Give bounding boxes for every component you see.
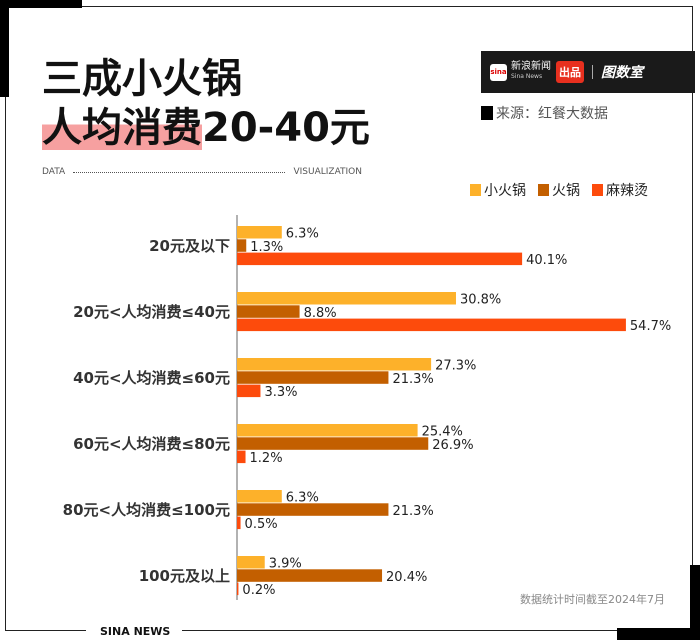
corner-decoration: [0, 0, 9, 97]
corner-decoration: [617, 628, 700, 640]
category-label: 40元<人均消费≤60元: [73, 369, 230, 387]
bar: [237, 384, 261, 398]
bar: [237, 318, 626, 332]
corner-decoration: [0, 0, 82, 8]
legend-swatch: [592, 184, 603, 196]
partner-logo: 图数室: [601, 65, 643, 81]
brand-name-en: Sina News: [511, 73, 543, 80]
corner-decoration: [690, 565, 700, 640]
subline: DATA VISUALIZATION: [42, 167, 362, 177]
badge: 出品: [556, 61, 584, 83]
source-text: 来源：红餐大数据: [496, 106, 608, 122]
category-label: 20元及以下: [149, 237, 230, 255]
data-label: 3.9%: [269, 557, 302, 572]
data-label: 27.3%: [435, 359, 476, 374]
legend-item: 火锅: [538, 180, 580, 200]
bar: [237, 371, 389, 384]
title-line2: 人均消费20-40元: [42, 104, 370, 152]
frame: [5, 6, 693, 631]
bar: [237, 569, 383, 582]
category-label: 100元及以上: [139, 567, 230, 585]
bar: [237, 490, 282, 503]
legend-item: 麻辣烫: [592, 180, 648, 200]
bar: [237, 450, 246, 464]
brand-name: 新浪新闻 Sina News: [511, 62, 551, 82]
legend-label: 小火锅: [484, 183, 526, 199]
data-label: 30.8%: [460, 293, 501, 308]
data-label: 0.2%: [242, 583, 275, 598]
bar: [237, 226, 282, 239]
data-label: 6.3%: [286, 227, 319, 242]
bar: [237, 292, 456, 305]
legend-item: 小火锅: [470, 180, 526, 200]
legend-swatch: [538, 184, 549, 196]
bar: [237, 424, 418, 437]
subline-right: VISUALIZATION: [293, 167, 362, 177]
data-label: 25.4%: [422, 425, 463, 440]
data-label: 21.3%: [392, 504, 433, 519]
sina-logo-icon: sina: [490, 63, 507, 81]
brand-banner: sina 新浪新闻 Sina News 出品 图数室: [481, 51, 695, 93]
bar: [237, 556, 265, 569]
legend-swatch: [470, 184, 481, 196]
data-label: 1.2%: [250, 451, 283, 466]
category-label: 60元<人均消费≤80元: [73, 435, 230, 453]
bar: [237, 437, 429, 450]
title-highlight: 人均消费: [42, 105, 202, 151]
bar: [237, 305, 300, 318]
bar: [237, 503, 389, 516]
bar: [237, 358, 432, 371]
divider: [592, 65, 593, 79]
legend: 小火锅 火锅 麻辣烫: [470, 180, 660, 200]
legend-label: 火锅: [552, 183, 580, 199]
brand-name-cn: 新浪新闻: [511, 61, 551, 72]
data-label: 1.3%: [250, 240, 283, 255]
data-label: 54.7%: [630, 319, 671, 334]
category-label: 80元<人均消费≤100元: [63, 501, 230, 519]
data-label: 3.3%: [264, 385, 297, 400]
bar: [237, 252, 523, 266]
bar: [237, 582, 239, 596]
category-label: 20元<人均消费≤40元: [73, 303, 230, 321]
title-rest: 20-40元: [202, 105, 370, 151]
dotted-divider: [73, 171, 286, 173]
data-label: 40.1%: [526, 253, 567, 268]
title-line1: 三成小火锅: [42, 56, 242, 102]
square-icon: [481, 106, 493, 120]
bar: [237, 516, 241, 530]
source: 来源：红餐大数据: [481, 103, 608, 123]
bottom-label: SINA NEWS: [100, 625, 171, 638]
data-label: 0.5%: [245, 517, 278, 532]
data-label: 21.3%: [392, 372, 433, 387]
bar: [237, 239, 247, 252]
footnote: 数据统计时间截至2024年7月: [520, 593, 665, 606]
data-label: 8.8%: [304, 306, 337, 321]
subline-left: DATA: [42, 167, 66, 177]
data-label: 26.9%: [432, 438, 473, 453]
legend-label: 麻辣烫: [606, 183, 648, 199]
data-label: 6.3%: [286, 491, 319, 506]
data-label: 20.4%: [386, 570, 427, 585]
